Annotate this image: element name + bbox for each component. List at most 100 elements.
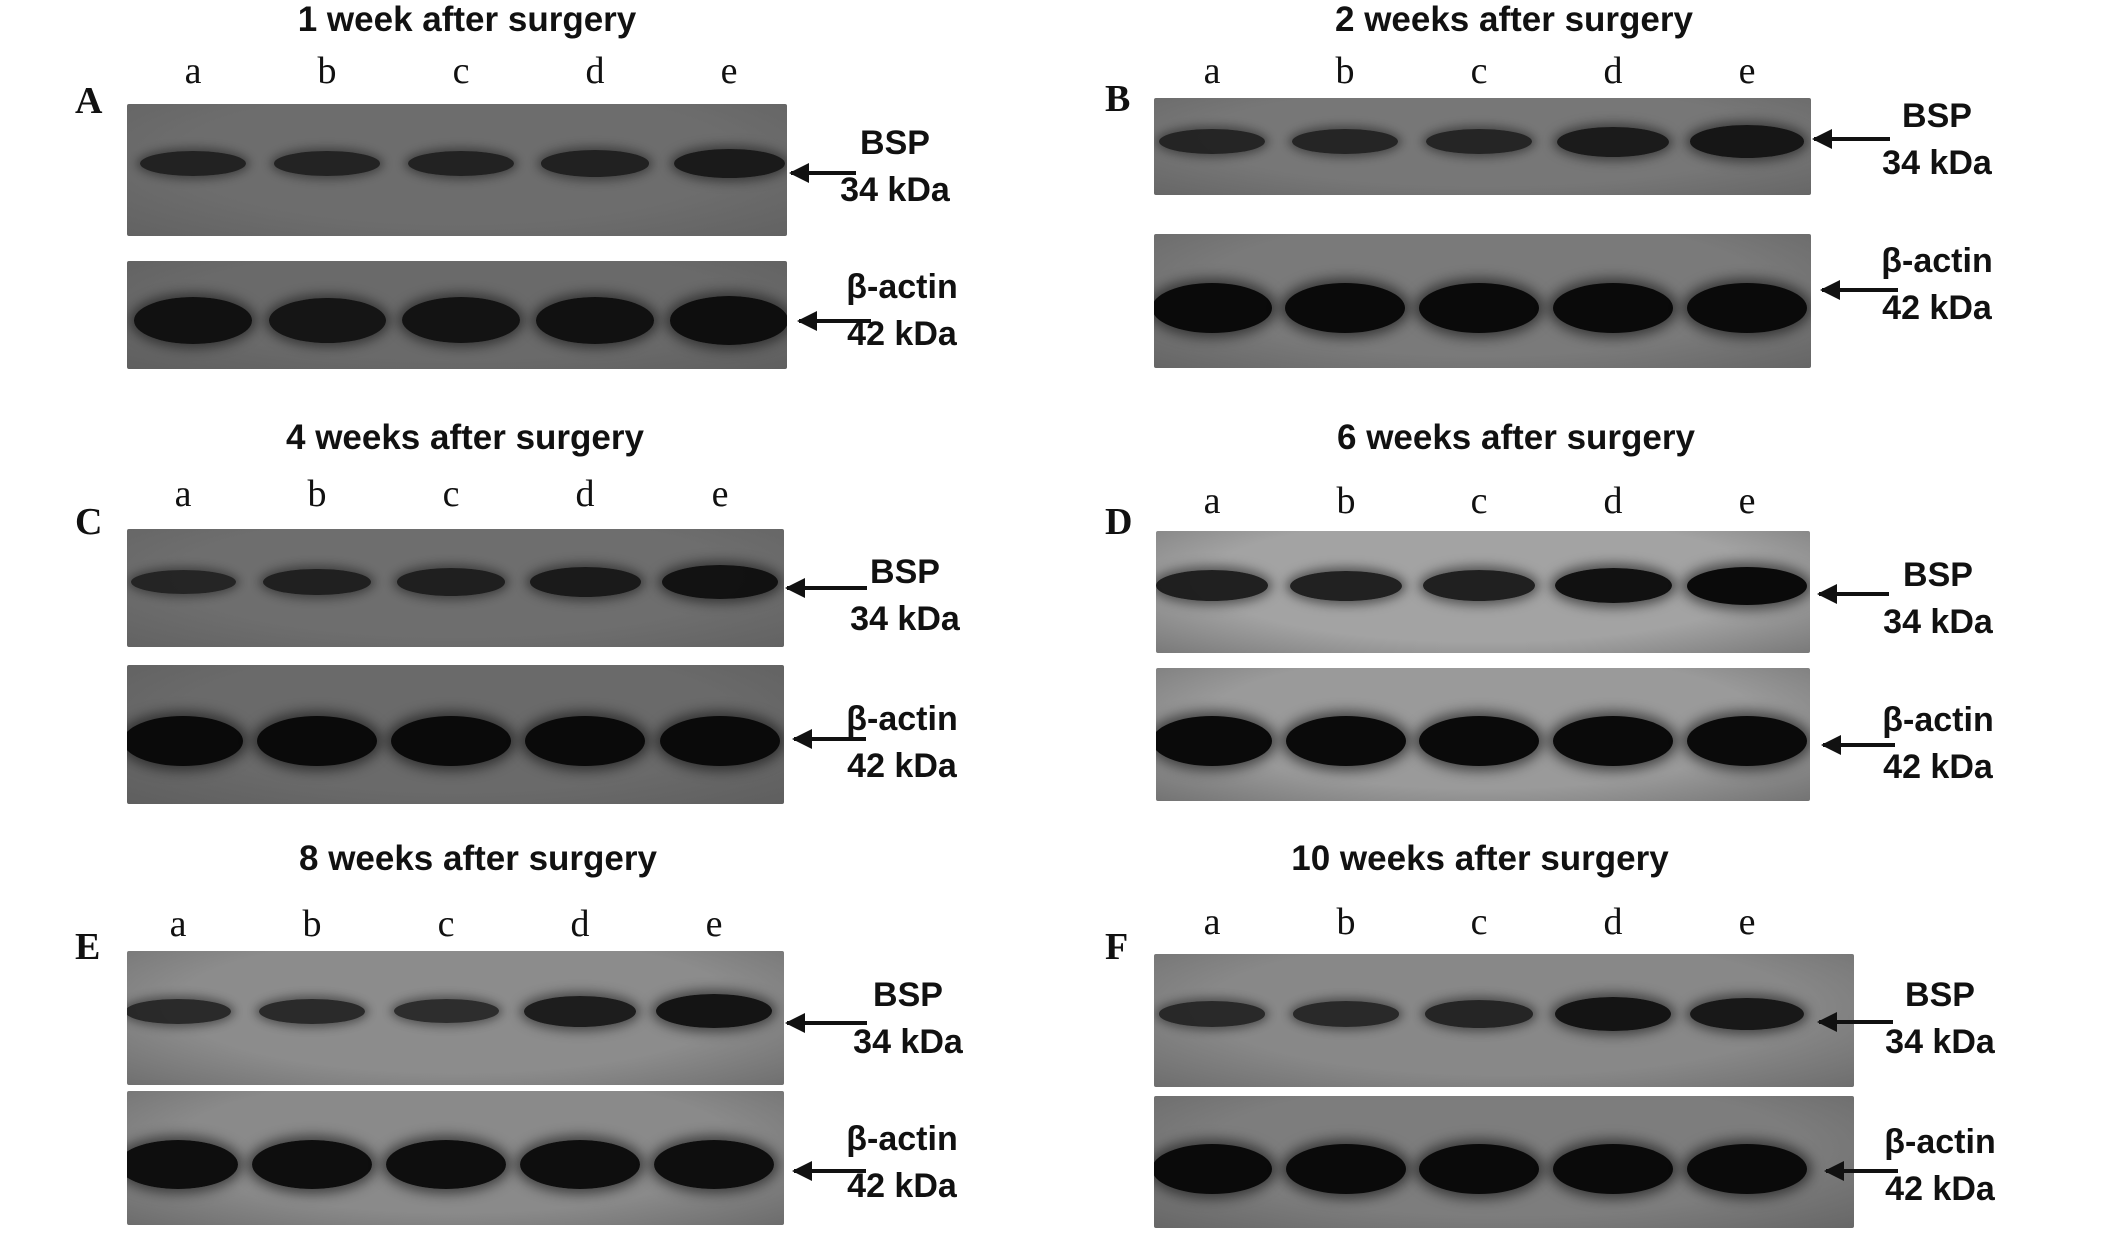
actin-arrow-icon bbox=[792, 729, 866, 749]
lane-label-a: a bbox=[1203, 480, 1221, 522]
actin-blot-strip bbox=[1154, 1096, 1854, 1228]
actin-blot-strip bbox=[127, 261, 787, 369]
bsp-band-b bbox=[1292, 1001, 1400, 1027]
bsp-band-c bbox=[393, 999, 499, 1024]
actin-blot-strip bbox=[127, 665, 784, 804]
actin-band-a bbox=[1154, 1143, 1272, 1194]
lane-label-c: c bbox=[437, 903, 455, 945]
bsp-name: BSP bbox=[873, 976, 943, 1014]
bsp-band-a bbox=[127, 998, 232, 1024]
panel-letter: C bbox=[75, 501, 103, 543]
actin-band-b bbox=[1286, 1143, 1406, 1194]
lane-label-a: a bbox=[169, 903, 187, 945]
actin-band-e bbox=[654, 1140, 774, 1190]
lane-label-c: c bbox=[1470, 480, 1488, 522]
actin-band-e bbox=[660, 716, 780, 767]
bsp-name: BSP bbox=[1905, 976, 1975, 1014]
bsp-band-b bbox=[263, 568, 371, 596]
actin-band-d bbox=[520, 1140, 640, 1190]
lane-label-d: d bbox=[570, 903, 590, 945]
bsp-band-d bbox=[1554, 568, 1672, 604]
bsp-blot-strip bbox=[127, 529, 784, 647]
panel-title: 1 week after surgery bbox=[297, 0, 637, 39]
actin-arrow-icon bbox=[797, 311, 871, 331]
panel-title: 2 weeks after surgery bbox=[1335, 0, 1693, 39]
bsp-size: 34 kDa bbox=[850, 600, 960, 638]
actin-size: 42 kDa bbox=[1885, 1170, 1995, 1208]
bsp-name: BSP bbox=[1903, 556, 1973, 594]
panel-title: 4 weeks after surgery bbox=[286, 418, 644, 457]
lane-label-d: d bbox=[585, 50, 605, 92]
bsp-band-e bbox=[1690, 125, 1804, 158]
actin-band-e bbox=[1687, 1143, 1807, 1194]
lane-label-e: e bbox=[1738, 50, 1756, 92]
bsp-size: 34 kDa bbox=[853, 1023, 963, 1061]
panel-letter: F bbox=[1105, 926, 1129, 968]
panel-title: 6 weeks after surgery bbox=[1337, 418, 1695, 457]
bsp-arrow-icon bbox=[785, 1013, 867, 1033]
actin-band-a bbox=[127, 716, 243, 767]
bsp-band-e bbox=[656, 994, 772, 1029]
lane-label-e: e bbox=[711, 473, 729, 515]
actin-label: β-actin 42 kDa bbox=[1857, 238, 2017, 332]
bsp-arrow-icon bbox=[789, 163, 856, 183]
actin-band-a bbox=[127, 1140, 238, 1190]
actin-size: 42 kDa bbox=[1883, 748, 1993, 786]
bsp-arrow-icon bbox=[1817, 1012, 1893, 1032]
bsp-band-a bbox=[1156, 570, 1269, 602]
actin-band-b bbox=[252, 1140, 372, 1190]
actin-size: 42 kDa bbox=[847, 747, 957, 785]
panel-letter: A bbox=[75, 80, 103, 122]
actin-band-d bbox=[1553, 716, 1673, 767]
bsp-label: BSP 34 kDa bbox=[815, 120, 975, 214]
bsp-arrow-icon bbox=[785, 578, 867, 598]
bsp-blot-strip bbox=[1154, 98, 1811, 195]
actin-band-c bbox=[1419, 716, 1539, 767]
bsp-size: 34 kDa bbox=[1883, 603, 1993, 641]
actin-label: β-actin 42 kDa bbox=[822, 1116, 982, 1210]
bsp-name: BSP bbox=[870, 553, 940, 591]
bsp-band-c bbox=[407, 150, 515, 177]
actin-size: 42 kDa bbox=[1882, 289, 1992, 327]
bsp-blot-strip bbox=[127, 104, 787, 236]
bsp-band-d bbox=[541, 150, 649, 177]
bsp-band-b bbox=[1291, 128, 1399, 155]
actin-arrow-icon bbox=[1820, 280, 1898, 300]
lane-label-e: e bbox=[1738, 480, 1756, 522]
bsp-band-c bbox=[396, 568, 506, 596]
lane-label-b: b bbox=[317, 50, 337, 92]
bsp-band-c bbox=[1422, 570, 1536, 602]
actin-band-a bbox=[1156, 716, 1272, 767]
actin-band-c bbox=[1419, 1143, 1539, 1194]
actin-arrow-icon bbox=[1824, 1161, 1898, 1181]
actin-label: β-actin 42 kDa bbox=[1858, 697, 2018, 791]
actin-band-b bbox=[257, 716, 377, 767]
panel-letter: E bbox=[75, 926, 101, 968]
actin-band-a bbox=[1154, 282, 1272, 333]
bsp-label: BSP 34 kDa bbox=[1860, 972, 2020, 1066]
bsp-band-d bbox=[523, 995, 637, 1027]
bsp-label: BSP 34 kDa bbox=[828, 972, 988, 1066]
actin-band-d bbox=[536, 297, 654, 344]
bsp-size: 34 kDa bbox=[1885, 1023, 1995, 1061]
lane-label-d: d bbox=[1603, 50, 1623, 92]
actin-band-d bbox=[1553, 282, 1673, 333]
bsp-blot-strip bbox=[1154, 954, 1854, 1087]
bsp-name: BSP bbox=[1902, 97, 1972, 135]
actin-blot-strip bbox=[1156, 668, 1810, 801]
lane-label-b: b bbox=[307, 473, 327, 515]
bsp-band-b bbox=[274, 151, 380, 176]
actin-blot-strip bbox=[1154, 234, 1811, 368]
lane-label-b: b bbox=[302, 903, 322, 945]
actin-name: β-actin bbox=[846, 268, 958, 306]
bsp-band-c bbox=[1424, 1000, 1534, 1028]
lane-label-c: c bbox=[452, 50, 470, 92]
lane-label-e: e bbox=[705, 903, 723, 945]
lane-label-e: e bbox=[720, 50, 738, 92]
actin-name: β-actin bbox=[1881, 242, 1993, 280]
actin-band-b bbox=[1285, 282, 1405, 333]
